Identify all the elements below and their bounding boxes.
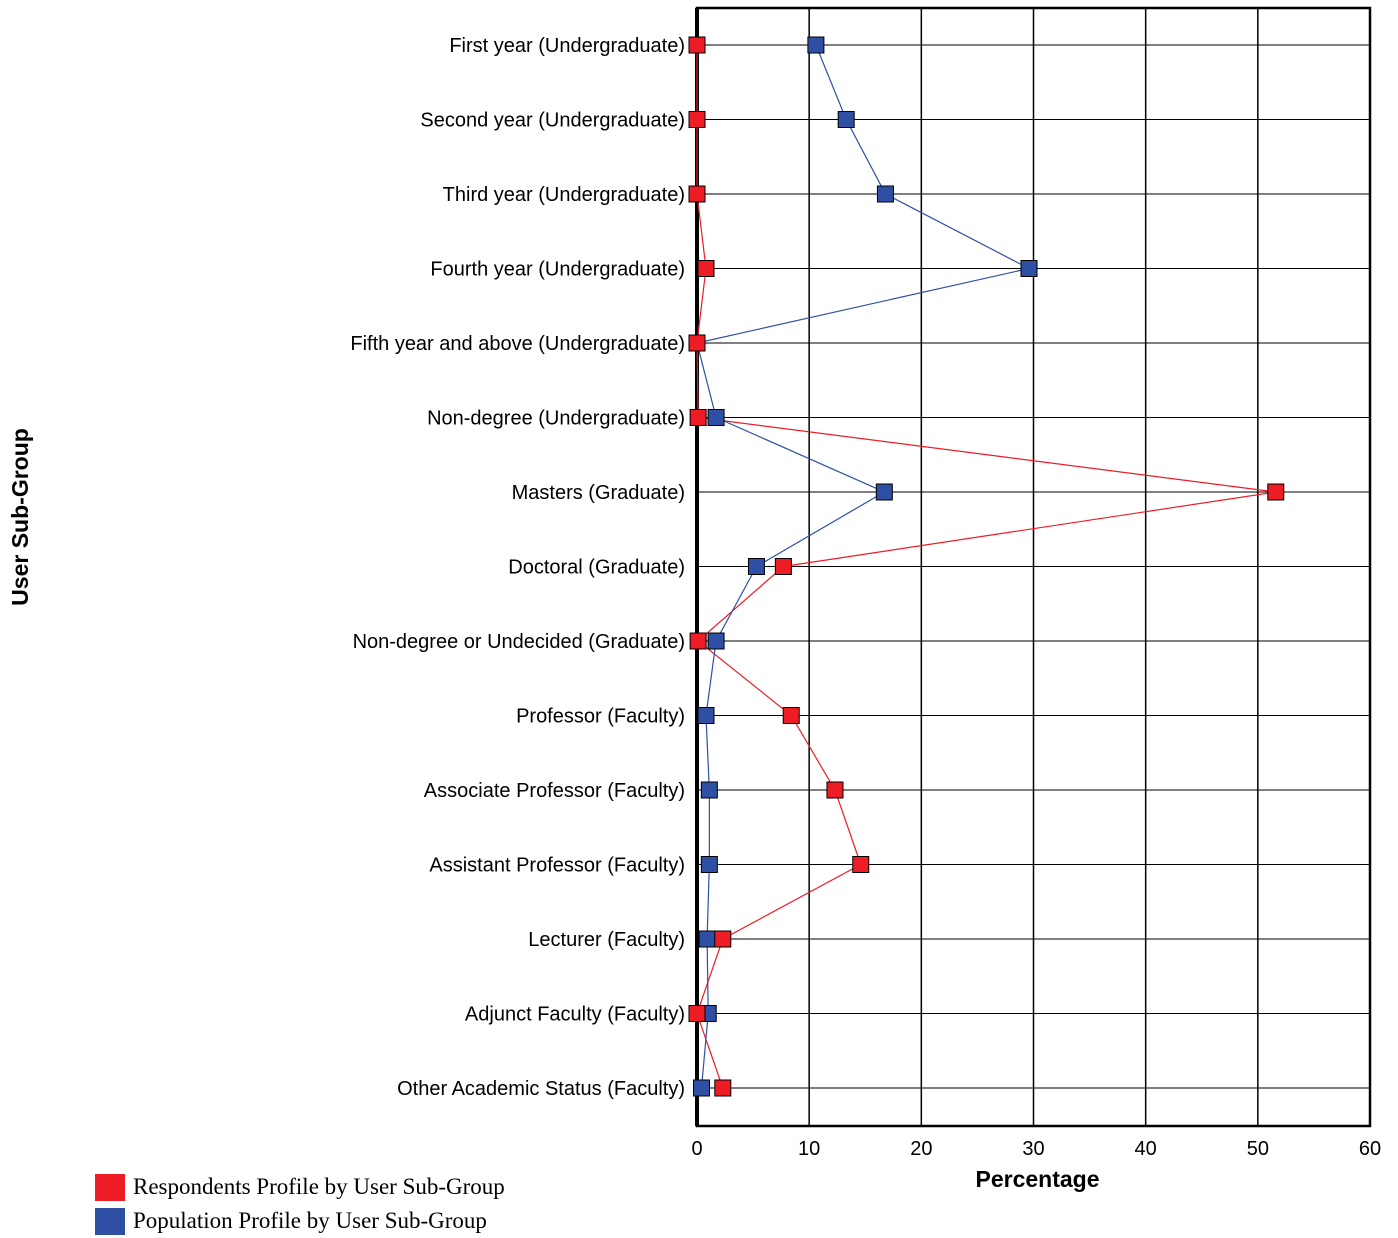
- category-label: Fifth year and above (Undergraduate): [350, 333, 685, 355]
- data-point-population: [698, 930, 716, 948]
- data-point-respondents: [697, 260, 715, 277]
- x-tick-label: 10: [798, 1138, 820, 1160]
- data-point-respondents: [689, 632, 707, 650]
- y-axis-title: User Sub-Group: [7, 428, 33, 606]
- legend-label-population: Population Profile by User Sub-Group: [133, 1208, 487, 1233]
- data-point-respondents: [782, 707, 800, 724]
- legend: Respondents Profile by User Sub-Group Po…: [95, 1170, 505, 1238]
- category-label: Other Academic Status (Faculty): [397, 1078, 685, 1100]
- data-point-respondents: [689, 409, 707, 426]
- data-point-population: [875, 483, 893, 501]
- data-point-population: [807, 36, 825, 54]
- x-tick-label: 0: [691, 1138, 702, 1160]
- data-point-population: [700, 781, 718, 799]
- category-label: Associate Professor (Faculty): [424, 780, 685, 802]
- data-point-respondents: [688, 36, 706, 54]
- category-label: Non-degree or Undecided (Graduate): [353, 631, 685, 653]
- data-point-population: [837, 111, 855, 128]
- legend-swatch-population: [95, 1207, 125, 1235]
- data-point-respondents: [826, 781, 844, 799]
- data-point-respondents: [714, 1079, 732, 1097]
- category-label: Assistant Professor (Faculty): [429, 855, 685, 877]
- x-tick-label: 40: [1135, 1138, 1157, 1160]
- x-tick-label: 60: [1359, 1138, 1381, 1160]
- category-label: First year (Undergraduate): [449, 35, 685, 57]
- category-label: Professor (Faculty): [516, 706, 685, 728]
- x-tick-label: 50: [1247, 1138, 1269, 1160]
- x-tick-label: 20: [910, 1138, 932, 1160]
- data-point-population: [876, 185, 894, 203]
- data-point-population: [700, 856, 718, 873]
- category-label: Adjunct Faculty (Faculty): [465, 1004, 685, 1026]
- category-label: Doctoral (Graduate): [508, 557, 685, 579]
- data-point-respondents: [688, 334, 706, 352]
- x-tick-label: 30: [1022, 1138, 1044, 1160]
- data-point-population: [707, 632, 725, 650]
- data-point-respondents: [688, 111, 706, 128]
- legend-label-respondents: Respondents Profile by User Sub-Group: [133, 1174, 505, 1199]
- legend-item-respondents: Respondents Profile by User Sub-Group: [95, 1170, 505, 1204]
- data-point-respondents: [688, 1005, 706, 1022]
- data-point-respondents: [1267, 483, 1285, 501]
- data-point-population: [707, 409, 725, 426]
- x-tick-labels: 0 10 20 30 40 50 60: [691, 1138, 1381, 1160]
- data-point-respondents: [852, 856, 870, 873]
- category-label: Non-degree (Undergraduate): [427, 408, 685, 430]
- category-labels: First year (Undergraduate) Second year (U…: [350, 35, 685, 1100]
- data-point-respondents: [774, 558, 792, 575]
- legend-item-population: Population Profile by User Sub-Group: [95, 1204, 505, 1238]
- category-label: Second year (Undergraduate): [420, 110, 685, 132]
- data-point-population: [692, 1079, 710, 1097]
- x-axis-title: Percentage: [975, 1166, 1099, 1192]
- category-label: Third year (Undergraduate): [443, 184, 685, 206]
- data-point-population: [747, 558, 765, 575]
- data-point-population: [1020, 260, 1038, 277]
- series-markers: [688, 36, 1285, 1097]
- category-label: Masters (Graduate): [512, 482, 685, 504]
- data-point-respondents: [714, 930, 732, 948]
- category-label: Fourth year (Undergraduate): [430, 259, 685, 281]
- legend-swatch-respondents: [95, 1173, 125, 1201]
- data-point-population: [697, 707, 715, 724]
- category-label: Lecturer (Faculty): [528, 929, 685, 951]
- data-point-respondents: [688, 185, 706, 203]
